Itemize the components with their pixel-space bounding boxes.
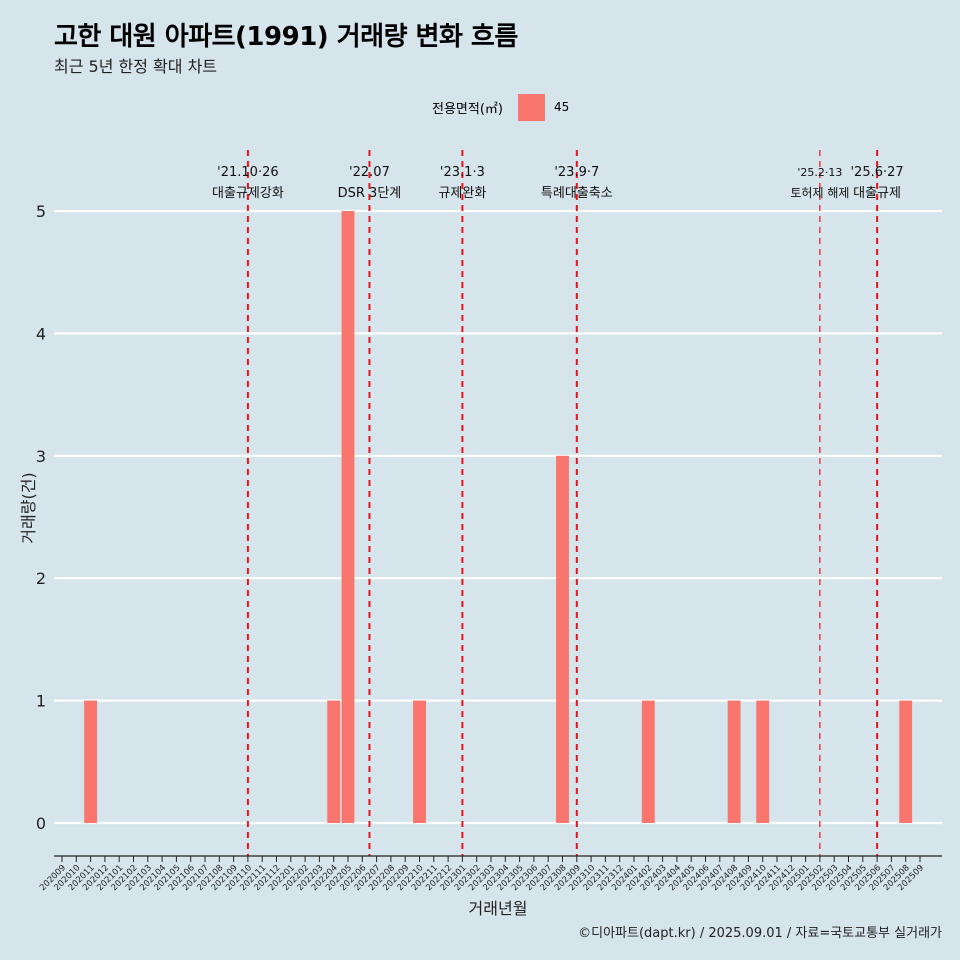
bar-202011: [84, 700, 98, 823]
event-date-label-4: '25.2·13: [797, 166, 842, 179]
y-tick-label-5: 5: [36, 202, 46, 221]
bar-202410: [756, 700, 770, 823]
event-text-label-1: DSR 3단계: [338, 186, 402, 201]
event-date-label-3: '23.9·7: [554, 165, 599, 180]
event-text-label-3: 특례대출축소: [541, 186, 613, 201]
legend-key-45: [518, 94, 545, 121]
bar-202402: [641, 700, 655, 823]
legend-title: 전용면적(㎡): [432, 102, 503, 117]
legend-label-45: 45: [554, 100, 570, 114]
event-date-label-5: '25.6·27: [850, 165, 903, 180]
bar-202210: [413, 700, 426, 823]
y-tick-label-1: 1: [36, 692, 46, 711]
bar-202204: [327, 700, 341, 823]
y-axis-title: 거래량(건): [19, 472, 38, 543]
event-text-label-4: 토허제 해제: [790, 186, 849, 200]
y-tick-label-0: 0: [36, 814, 46, 833]
chart-title: 고한 대원 아파트(1991) 거래량 변화 흐름: [54, 22, 518, 52]
event-text-label-2: 규제완화: [438, 186, 486, 201]
bar-202205: [341, 211, 355, 823]
bar-202408: [727, 700, 741, 823]
y-tick-label-2: 2: [36, 569, 46, 588]
event-text-label-0: 대출규제강화: [212, 186, 284, 201]
event-text-label-5: 대출규제: [853, 186, 901, 201]
event-date-label-1: '22.07: [349, 165, 390, 180]
y-tick-label-3: 3: [36, 447, 46, 466]
event-date-label-0: '21.10·26: [217, 165, 278, 180]
event-date-label-2: '23.1·3: [440, 165, 485, 180]
bar-202308: [556, 455, 569, 823]
y-tick-label-4: 4: [36, 324, 46, 343]
x-axis-title: 거래년월: [469, 899, 528, 918]
legend: 전용면적(㎡) 45: [0, 92, 960, 122]
chart-subtitle: 최근 5년 한정 확대 차트: [54, 57, 218, 76]
source-caption: ©디아파트(dapt.kr) / 2025.09.01 / 자료=국토교통부 실…: [578, 926, 942, 941]
bar-202508: [899, 700, 913, 823]
